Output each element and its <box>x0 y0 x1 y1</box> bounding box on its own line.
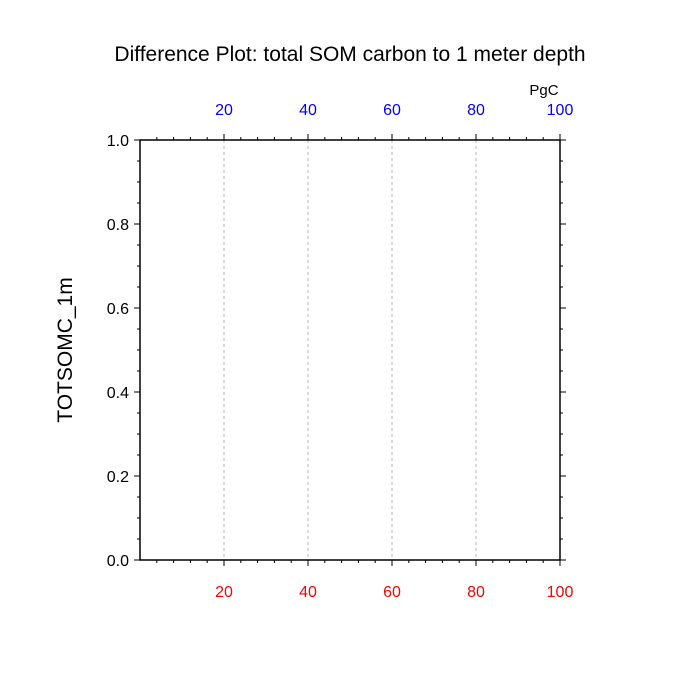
y-tick-label: 0.4 <box>107 385 129 402</box>
y-axis-label: TOTSOMC_1m <box>54 277 77 422</box>
x-tick-label-bottom: 40 <box>299 584 317 601</box>
x-tick-label-top: 100 <box>547 102 574 119</box>
tick-labels-layer: 20 40 60 80 100 20 40 60 80 100 0.0 0.2 0.4 0.6 0.8 1.0 <box>107 102 574 601</box>
x-tick-label-bottom: 100 <box>547 584 574 601</box>
x-tick-label-bottom: 80 <box>467 584 485 601</box>
y-tick-label: 1.0 <box>107 133 129 150</box>
y-tick-label: 0.6 <box>107 301 129 318</box>
y-tick-label: 0.0 <box>107 553 129 570</box>
x-tick-label-top: 80 <box>467 102 485 119</box>
x-tick-label-top: 60 <box>383 102 401 119</box>
chart-title: Difference Plot: total SOM carbon to 1 m… <box>114 43 585 66</box>
plot-frame <box>139 139 561 561</box>
ticks-layer <box>134 134 566 566</box>
y-tick-label: 0.8 <box>107 217 129 234</box>
top-axis-unit: PgC <box>529 82 558 99</box>
grid-layer <box>223 140 477 560</box>
x-tick-label-top: 20 <box>215 102 233 119</box>
x-tick-label-bottom: 60 <box>383 584 401 601</box>
y-tick-label: 0.2 <box>107 469 129 486</box>
x-tick-label-bottom: 20 <box>215 584 233 601</box>
x-tick-label-top: 40 <box>299 102 317 119</box>
